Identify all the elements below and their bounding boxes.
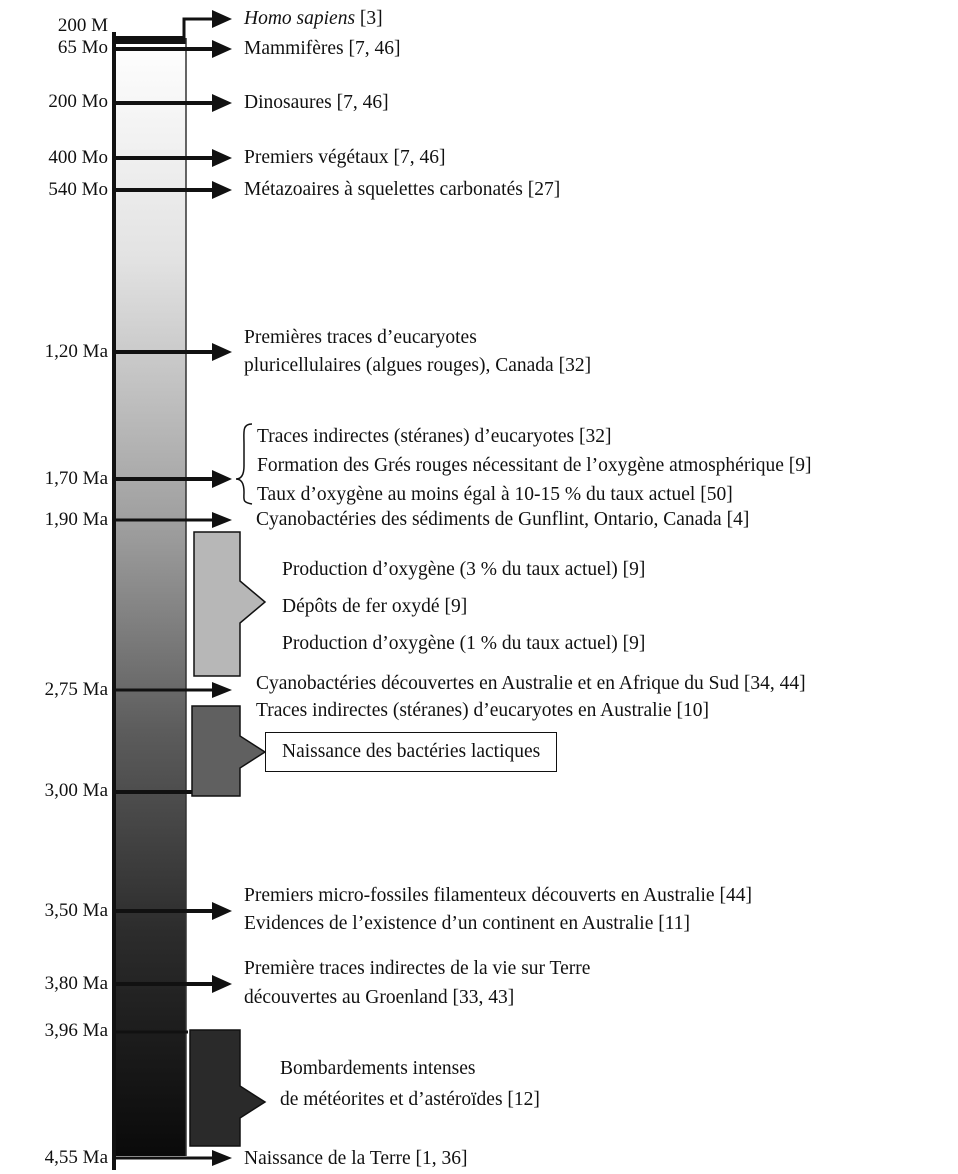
arrow-gunflint [114,512,232,528]
event-steranes: Traces indirectes (stéranes) d’eucaryote… [257,426,612,447]
arrow-dinosaures [114,94,232,112]
arrow-vegetaux [114,149,232,167]
event-oxygene-1: Production d’oxygène (1 % du taux actuel… [282,633,646,654]
arrow-eucaryotes [114,343,232,361]
block-arrow-lactiques [191,705,267,797]
event-continent: Evidences de l’existence d’un continent … [244,913,690,934]
event-homo-sapiens-name: Homo sapiens [244,8,356,29]
event-metazoaires: Métazoaires à squelettes carbonatés [27] [244,179,561,200]
time-bar [114,38,186,1156]
homo-sapiens-connector-line [182,17,212,44]
arrow-vie [114,975,232,993]
event-eucaryotes-line-1: Premières traces d’eucaryotes [244,327,477,348]
event-gres-rouges: Formation des Grés rouges nécessitant de… [257,455,812,476]
age-label-3-50ma: 3,50 Ma [44,900,108,921]
age-label-4-55ma: 4,55 Ma [44,1147,108,1168]
event-homo-sapiens: Homo sapiens [3] [244,6,383,32]
age-label-1-90ma: 1,90 Ma [44,509,108,530]
event-vie-line-2: découvertes au Groenland [33, 43] [244,987,515,1008]
event-cyano-australie: Cyanobactéries découvertes en Australie … [256,673,806,694]
age-label-65mo: 65 Mo [57,37,108,58]
block-arrow-oxygene [193,531,267,677]
age-label-1-70ma: 1,70 Ma [44,468,108,489]
block-arrow-bombardements [189,1029,267,1147]
event-microfossiles: Premiers micro-fossiles filamenteux déco… [244,885,752,906]
arrow-microfossiles [114,902,232,920]
age-label-3-96ma: 3,96 Ma [44,1020,108,1041]
arrow-mammiferes [114,40,232,58]
age-label-200m: 200 M [57,15,108,36]
event-naissance-terre: Naissance de la Terre [1, 36] [244,1148,468,1169]
event-vegetaux: Premiers végétaux [7, 46] [244,147,446,168]
age-label-200mo: 200 Mo [48,91,108,112]
age-label-3-80ma: 3,80 Ma [44,973,108,994]
event-bacteries-lactiques-box: Naissance des bactéries lactiques [265,732,558,772]
event-fer-oxyde: Dépôts de fer oxydé [9] [282,596,468,617]
homo-sapiens-arrowhead [212,10,232,28]
event-taux-oxygene: Taux d’oxygène au moins égal à 10-15 % d… [257,484,733,505]
event-homo-sapiens-ref: [3] [355,8,383,29]
event-mammiferes: Mammifères [7, 46] [244,38,401,59]
age-label-3-00ma: 3,00 Ma [44,780,108,801]
age-label-2-75ma: 2,75 Ma [44,679,108,700]
age-label-400mo: 400 Mo [48,147,108,168]
event-bombardements-line-2: de météorites et d’astéroïdes [12] [280,1089,540,1110]
event-steranes-australie: Traces indirectes (stéranes) d’eucaryote… [256,700,710,721]
age-label-540mo: 540 Mo [48,179,108,200]
age-label-1-20ma: 1,20 Ma [44,341,108,362]
arrow-cyano-australie [114,682,232,698]
arrow-1-70ma [114,470,232,488]
event-oxygene-3: Production d’oxygène (3 % du taux actuel… [282,559,646,580]
brace-1-70ma [235,423,253,505]
arrow-metazoaires [114,181,232,199]
arrow-terre [114,1150,232,1166]
event-vie-line-1: Première traces indirectes de la vie sur… [244,958,591,979]
event-eucaryotes-line-2: pluricellulaires (algues rouges), Canada… [244,355,592,376]
event-gunflint: Cyanobactéries des sédiments de Gunflint… [256,509,750,530]
event-dinosaures: Dinosaures [7, 46] [244,92,389,113]
event-bombardements-line-1: Bombardements intenses [280,1058,476,1079]
